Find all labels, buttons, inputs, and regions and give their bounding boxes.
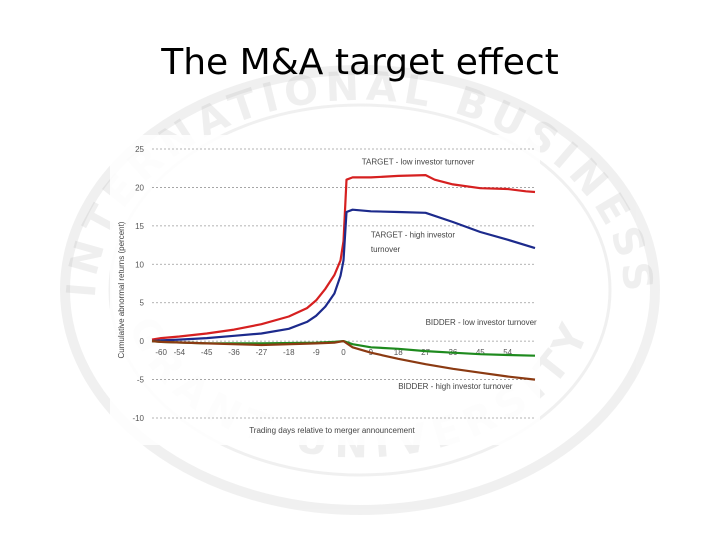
series-line-target-low: [151, 174, 536, 341]
x-tick-label: 45: [476, 348, 485, 357]
x-tick-label: 0: [341, 348, 346, 357]
x-tick-label: -60: [155, 348, 167, 357]
y-tick-label: 20: [135, 183, 144, 192]
x-tick-label: -45: [201, 348, 213, 357]
x-tick-label: -9: [313, 348, 321, 357]
series-line-bidder-high: [151, 340, 536, 381]
x-tick-label: 18: [394, 348, 403, 357]
series-annotation: TARGET - low investor turnover: [362, 157, 475, 166]
series-annotation: BIDDER - low investor turnover: [426, 318, 537, 327]
x-tick-label: 54: [503, 348, 512, 357]
chart-annotations: TARGET - low investor turnover TARGET - h…: [362, 157, 537, 390]
x-tick-label: 27: [421, 348, 430, 357]
y-tick-label: -5: [137, 376, 145, 385]
y-tick-label: 5: [140, 299, 145, 308]
y-tick-label: 15: [135, 222, 144, 231]
y-axis-ticks: -10 -5 0 5 10 15 20 25: [132, 145, 144, 423]
chart-series: [151, 174, 536, 381]
x-axis-label: Trading days relative to merger announce…: [249, 426, 415, 435]
series-annotation: turnover: [371, 245, 401, 254]
series-annotation: BIDDER - high investor turnover: [398, 382, 513, 391]
x-tick-label: -18: [283, 348, 295, 357]
y-tick-label: -10: [132, 414, 144, 423]
series-annotation: TARGET - high investor: [371, 230, 456, 239]
x-tick-label: -36: [228, 348, 240, 357]
series-line-target-high: [151, 208, 536, 343]
y-axis-label: Cumulative abnormal returns (percent): [117, 221, 126, 358]
y-tick-label: 0: [140, 337, 145, 346]
y-tick-label: 10: [135, 260, 144, 269]
x-tick-label: -27: [256, 348, 268, 357]
slide-title: The M&A target effect: [161, 42, 559, 83]
y-tick-label: 25: [135, 145, 144, 154]
x-tick-label: -54: [174, 348, 186, 357]
